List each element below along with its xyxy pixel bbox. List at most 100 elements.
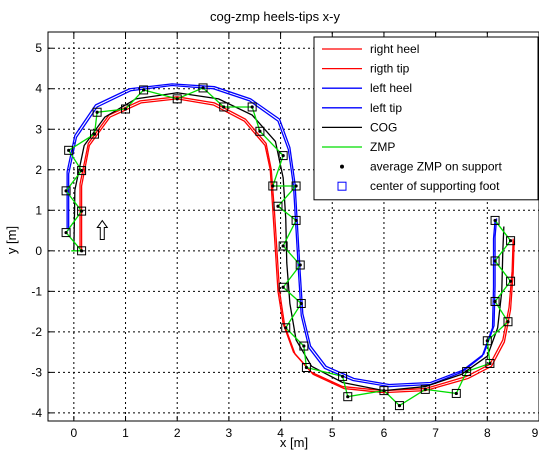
support-foot-center-marker [394,401,404,411]
support-foot-center-marker [121,104,131,114]
support-foot-center-marker [77,206,87,216]
legend-label-rigth-tip: rigth tip [370,62,410,76]
support-foot-center-marker [61,186,71,196]
legend-label-left-heel: left heel [370,81,412,95]
support-foot-center-marker [273,201,283,211]
legend-label-zmp: ZMP [370,140,395,154]
x-tick-label: 4 [277,426,284,440]
y-tick-label: 5 [35,41,42,55]
y-tick-label: -3 [31,365,42,379]
series-left-tip [66,83,498,386]
avg-zmp-marker [79,168,84,173]
axes-box [47,31,539,422]
avg-zmp-marker [175,97,179,101]
x-tick-label: 1 [122,426,129,440]
avg-zmp-marker [298,263,302,267]
y-tick-label: 2 [35,163,42,177]
avg-zmp-marker [79,209,84,213]
support-foot-center-marker [90,129,100,139]
x-tick-label: 7 [432,426,439,440]
support-foot-center-marker [295,260,305,270]
chart-title: cog-zmp heels-tips x-y [210,9,341,24]
avg-zmp-marker [281,153,285,158]
avg-zmp-marker [488,361,492,366]
arrow-up-annotation [96,219,109,241]
support-foot-center-marker [278,241,288,251]
support-foot-center-marker [490,256,500,266]
support-foot-center-marker [379,386,389,396]
avg-zmp-marker [284,326,288,330]
support-foot-center-marker [77,246,87,256]
y-tick-label: -4 [31,406,42,420]
support-foot-center-marker [482,336,492,346]
x-axis-label: x [m] [280,435,308,450]
avg-zmp-marker [294,218,298,223]
support-foot-center-marker [92,107,102,117]
support-foot-center-marker [485,358,495,368]
support-foot-center-marker [278,282,288,292]
support-foot-center-marker [139,85,149,95]
avg-zmp-marker [64,230,68,235]
avg-zmp-marker [142,88,146,92]
support-foot-center-marker [77,166,87,176]
avg-zmp-marker [493,259,497,263]
support-foot-center-marker [64,145,74,155]
support-foot-center-marker [219,102,229,112]
support-foot-center-marker [420,384,430,394]
support-foot-center-marker [281,323,291,333]
avg-zmp-marker [281,285,285,289]
y-tick-label: 3 [35,122,42,136]
x-tick-label: 2 [174,426,181,440]
avg-zmp-marker [299,301,303,306]
avg-zmp-marker [304,365,309,370]
legend-label-average-zmp-on-support: average ZMP on support [370,160,503,174]
avg-zmp-marker [397,404,402,408]
avg-zmp-marker [302,344,306,348]
support-foot-center-marker [278,151,288,161]
avg-zmp-marker [250,105,254,109]
y-tick-label: -1 [31,284,42,298]
support-foot-center-marker [490,296,500,306]
y-tick-label: 0 [35,244,42,258]
avg-zmp-marker [465,369,469,374]
avg-zmp-marker [493,299,497,304]
y-axis-label: y [m] [4,226,19,254]
avg-zmp-marker [222,105,226,109]
avg-zmp-marker [346,395,350,399]
avg-zmp-marker [508,239,513,243]
x-tick-label: 6 [381,426,388,440]
avg-zmp-marker [281,244,285,248]
support-foot-center-marker [255,126,265,136]
support-foot-center-marker [506,276,516,286]
avg-zmp-marker [493,218,497,223]
support-foot-center-marker [490,215,500,225]
avg-zmp-marker [294,184,298,188]
avg-zmp-marker [201,86,205,90]
avg-zmp-marker [454,391,458,396]
avg-zmp-marker [123,107,128,111]
x-tick-label: 9 [532,426,539,440]
legend-label-cog: COG [370,120,397,134]
avg-zmp-marker [423,387,427,391]
support-foot-center-marker [268,181,278,191]
avg-zmp-marker [508,279,513,283]
support-foot-center-marker [503,317,513,327]
avg-zmp-marker [276,204,280,208]
support-foot-center-marker [338,371,348,381]
support-foot-center-marker [299,341,309,351]
support-foot-center-marker [61,228,71,238]
avg-zmp-marker [92,132,97,136]
support-foot-center-marker [301,363,311,373]
y-tick-label: 4 [35,82,42,96]
legend-swatch-center-of-supporting-foot [337,181,347,191]
support-foot-center-marker [247,102,257,112]
support-foot-center-marker [291,181,301,191]
x-tick-label: 8 [484,426,491,440]
plot-area: 0 1 2 3 4 5 6 7 8 9 -4 -3 -2 -1 0 1 2 3 4 5 right heel rigth … [31,31,539,440]
support-foot-center-marker [291,215,301,225]
avg-zmp-marker [341,374,345,379]
legend-label-center-of-supporting-foot: center of supporting foot [370,179,500,193]
avg-zmp-marker [485,339,489,343]
avg-zmp-marker [67,148,71,152]
legend-swatch-average-zmp-on-support [340,164,344,169]
